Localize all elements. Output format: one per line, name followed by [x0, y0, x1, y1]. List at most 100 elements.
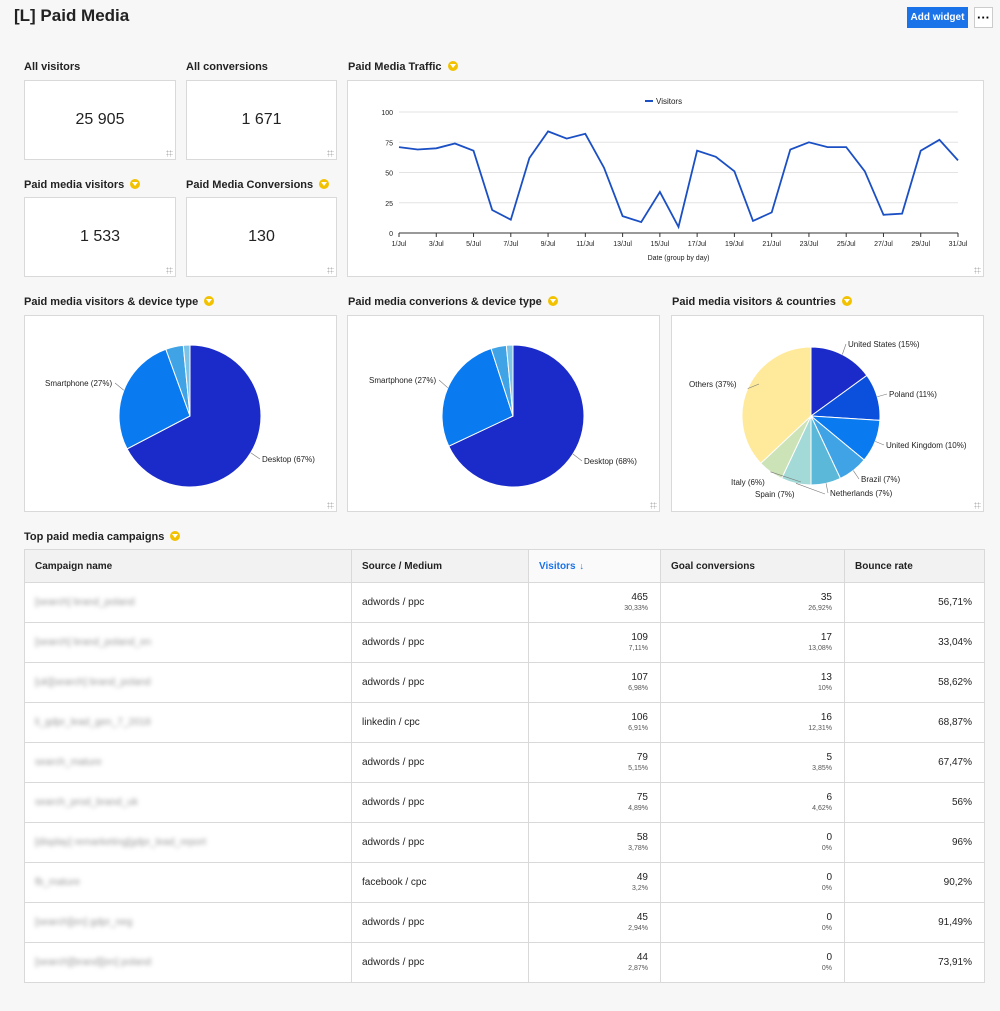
resize-handle-icon[interactable] — [974, 267, 981, 274]
campaign-name[interactable]: search_prod_brand_uk — [35, 797, 138, 808]
column-header-source-medium[interactable]: Source / Medium — [351, 549, 529, 583]
conversions-cell: 16 12,31% — [660, 702, 845, 743]
conversions-cell: 0 0% — [660, 822, 845, 863]
conversions-percent: 12,31% — [808, 725, 832, 732]
campaign-name-cell[interactable]: li_gdpr_lead_gen_7_2018 — [24, 702, 352, 743]
visitors-percent: 5,15% — [628, 765, 648, 772]
conversions-value: 13 — [820, 672, 832, 683]
campaign-name-cell[interactable]: [display] remarketing[gdpr_lead_report — [24, 822, 352, 863]
resize-handle-icon[interactable] — [327, 267, 334, 274]
kpi-card-paid-media-visitors[interactable]: 1 533 — [24, 197, 176, 277]
campaign-name-cell[interactable]: [search][en] gdpr_neg — [24, 902, 352, 943]
table-row[interactable]: [display] remarketing[gdpr_lead_report ad… — [24, 822, 985, 863]
campaign-name[interactable]: [search] brand_poland_en — [35, 637, 152, 648]
visitors-cell: 79 5,15% — [528, 742, 661, 783]
resize-handle-icon[interactable] — [166, 150, 173, 157]
add-widget-button[interactable]: Add widget — [907, 7, 968, 28]
slice-label: Smartphone (27%) — [369, 376, 436, 385]
filter-icon[interactable] — [447, 61, 458, 71]
campaign-name-cell[interactable]: search_prod_brand_uk — [24, 782, 352, 823]
filter-icon[interactable] — [130, 179, 141, 189]
resize-handle-icon[interactable] — [650, 502, 657, 509]
table-row[interactable]: search_prod_brand_uk adwords / ppc 75 4,89%… — [24, 782, 985, 823]
leader-line — [438, 379, 449, 389]
page-title: [L] Paid Media — [14, 6, 130, 25]
data-point — [713, 154, 719, 160]
data-point — [657, 189, 663, 195]
campaign-name[interactable]: fb_mature — [35, 877, 81, 888]
visitors-percent: 3,2% — [632, 885, 648, 892]
campaign-name[interactable]: [search][brand][en] poland — [35, 957, 152, 968]
leader-line — [877, 393, 888, 398]
pie-card-conversions-device[interactable]: Smartphone (27%) Desktop (68%) — [347, 315, 660, 512]
data-point — [489, 207, 495, 213]
data-point — [601, 165, 607, 171]
campaign-name-cell[interactable]: search_mature — [24, 742, 352, 783]
table-row[interactable]: search_mature adwords / ppc 79 5,15% 5 3,85% 6… — [24, 742, 985, 783]
campaign-name[interactable]: [search] brand_poland — [35, 597, 135, 608]
bounce-rate-cell: 56% — [844, 782, 985, 823]
campaign-name[interactable]: search_mature — [35, 757, 102, 768]
slice-label: Netherlands (7%) — [830, 489, 893, 498]
data-point — [825, 144, 831, 150]
filter-icon[interactable] — [170, 531, 181, 541]
visitors-value: 109 — [631, 632, 648, 643]
column-header-bounce-rate[interactable]: Bounce rate — [844, 549, 985, 583]
pie-card-visitors-device[interactable]: Smartphone (27%) Desktop (67%) — [24, 315, 337, 512]
sort-descending-icon[interactable]: ↓ — [579, 560, 585, 571]
kpi-card-all-visitors[interactable]: 25 905 — [24, 80, 176, 160]
campaign-name-cell[interactable]: fb_mature — [24, 862, 352, 903]
x-tick-label: 17/Jul — [688, 241, 707, 248]
table-row[interactable]: fb_mature facebook / cpc 49 3,2% 0 0% 90,2% — [24, 862, 985, 903]
resize-handle-icon[interactable] — [166, 267, 173, 274]
filter-icon[interactable] — [547, 296, 558, 306]
kpi-title-paid-media-visitors: Paid media visitors — [24, 179, 141, 191]
leader-line — [842, 343, 847, 355]
conversions-percent: 0% — [821, 925, 832, 932]
kpi-value: 1 533 — [79, 228, 121, 245]
resize-handle-icon[interactable] — [974, 502, 981, 509]
table-row[interactable]: [search] brand_poland_en adwords / ppc 109… — [24, 622, 985, 663]
kpi-card-all-conversions[interactable]: 1 671 — [186, 80, 337, 160]
filter-icon[interactable] — [841, 296, 852, 306]
campaign-name-cell[interactable]: [uk][search] brand_poland — [24, 662, 352, 703]
x-tick-label: 13/Jul — [613, 241, 632, 248]
table-row[interactable]: [search][en] gdpr_neg adwords / ppc 45 2,94… — [24, 902, 985, 943]
resize-handle-icon[interactable] — [327, 150, 334, 157]
campaign-name[interactable]: [search][en] gdpr_neg — [35, 917, 133, 928]
campaign-name[interactable]: li_gdpr_lead_gen_7_2018 — [35, 717, 151, 728]
more-options-button[interactable]: ··· — [974, 7, 993, 28]
kpi-value: 25 905 — [75, 111, 125, 128]
campaigns-table: Campaign name Source / Medium Visitors ↓ … — [24, 549, 985, 983]
table-row[interactable]: [search][brand][en] poland adwords / ppc 4… — [24, 942, 985, 983]
kpi-card-paid-media-conversions[interactable]: 130 — [186, 197, 337, 277]
filter-icon[interactable] — [319, 179, 330, 189]
campaign-name-cell[interactable]: [search][brand][en] poland — [24, 942, 352, 983]
data-point — [806, 139, 812, 145]
source-medium-cell: adwords / ppc — [351, 902, 529, 943]
column-header-campaign-name[interactable]: Campaign name — [24, 549, 352, 583]
traffic-chart-card[interactable]: 0 25 50 75 100 1/Jul 3/Jul 5/Jul 7/Jul 9/Jul 11/Ju… — [347, 80, 984, 277]
table-row[interactable]: [uk][search] brand_poland adwords / ppc 10… — [24, 662, 985, 703]
resize-handle-icon[interactable] — [327, 502, 334, 509]
column-header-goal-conversions[interactable]: Goal conversions — [660, 549, 845, 583]
campaign-name[interactable]: [uk][search] brand_poland — [35, 677, 151, 688]
campaign-name-cell[interactable]: [search] brand_poland — [24, 582, 352, 623]
campaign-name[interactable]: [display] remarketing[gdpr_lead_report — [35, 837, 207, 848]
table-row[interactable]: [search] brand_poland adwords / ppc 465 30,… — [24, 582, 985, 623]
y-tick-label: 75 — [385, 140, 393, 147]
conversions-device-pie-chart: Smartphone (27%) Desktop (68%) — [369, 344, 637, 488]
leader-line — [853, 470, 860, 480]
data-point — [415, 147, 421, 153]
data-point — [936, 137, 942, 143]
column-header-visitors[interactable]: Visitors ↓ — [528, 549, 661, 583]
campaigns-title: Top paid media campaigns — [24, 531, 181, 543]
filter-icon[interactable] — [204, 296, 215, 306]
slice-label: United Kingdom (10%) — [886, 441, 967, 450]
table-row[interactable]: li_gdpr_lead_gen_7_2018 linkedin / cpc 106… — [24, 702, 985, 743]
pie-card-visitors-countries[interactable]: United States (15%) Poland (11%) United Ki… — [671, 315, 984, 512]
conversions-cell: 0 0% — [660, 942, 845, 983]
bounce-rate-cell: 67,47% — [844, 742, 985, 783]
campaign-name-cell[interactable]: [search] brand_poland_en — [24, 622, 352, 663]
visitors-cell: 107 6,98% — [528, 662, 661, 703]
